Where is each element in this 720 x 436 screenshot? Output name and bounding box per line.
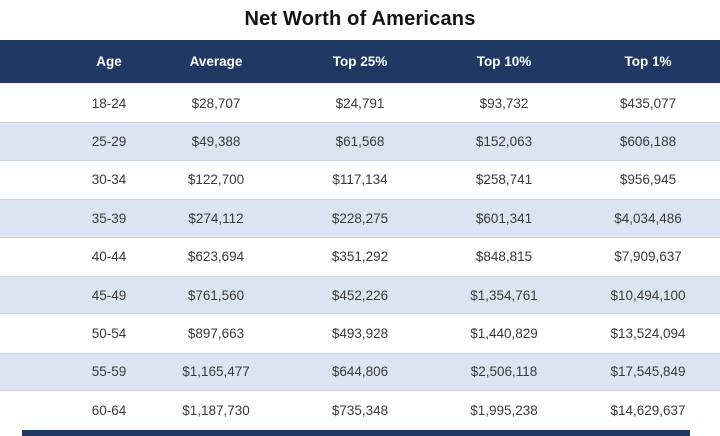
value-cell: $10,494,100 — [610, 287, 686, 303]
table-row: 40-44 $623,694 $351,292 $848,815 $7,909,637 — [0, 237, 720, 276]
age-cell: 45-49 — [91, 287, 127, 303]
value-cell: $93,732 — [479, 95, 529, 111]
value-cell: $1,165,477 — [182, 364, 250, 380]
column-header-top1: Top 1% — [624, 54, 672, 69]
table-row: 55-59 $1,165,477 $644,806 $2,506,118 $17,545… — [0, 352, 720, 392]
value-cell: $897,663 — [187, 326, 245, 342]
column-header-age: Age — [96, 54, 122, 69]
value-cell: $601,341 — [475, 210, 533, 226]
value-cell: $228,275 — [331, 210, 389, 226]
age-cell: 18-24 — [91, 95, 127, 111]
value-cell: $735,348 — [331, 402, 389, 418]
value-cell: $761,560 — [187, 287, 245, 303]
age-cell: 50-54 — [91, 326, 127, 342]
column-header-average: Average — [189, 54, 243, 69]
value-cell: $435,077 — [619, 95, 677, 111]
value-cell: $4,034,486 — [614, 210, 682, 226]
value-cell: $1,354,761 — [470, 287, 538, 303]
value-cell: $28,707 — [191, 95, 241, 111]
value-cell: $274,112 — [188, 210, 244, 226]
table-row: 18-24 $28,707 $24,791 $93,732 $435,077 — [0, 84, 720, 123]
value-cell: $258,741 — [475, 172, 533, 188]
column-header-top10: Top 10% — [476, 54, 532, 69]
value-cell: $7,909,637 — [614, 249, 682, 265]
column-header-top25: Top 25% — [332, 54, 388, 69]
value-cell: $117,134 — [332, 172, 388, 188]
value-cell: $1,995,238 — [470, 402, 538, 418]
value-cell: $122,700 — [187, 172, 245, 188]
age-cell: 30-34 — [91, 172, 127, 188]
table-row: 50-54 $897,663 $493,928 $1,440,829 $13,524,0… — [0, 314, 720, 353]
value-cell: $452,226 — [331, 287, 389, 303]
next-section-header-partial — [22, 430, 690, 436]
net-worth-table: Age Average Top 25% Top 10% Top 1% 18-24… — [0, 40, 720, 430]
value-cell: $848,815 — [475, 249, 533, 265]
value-cell: $2,506,118 — [470, 364, 538, 380]
age-cell: 55-59 — [91, 364, 127, 380]
value-cell: $152,063 — [475, 134, 533, 150]
value-cell: $61,568 — [335, 134, 385, 150]
value-cell: $14,629,637 — [610, 402, 686, 418]
table-body: 18-24 $28,707 $24,791 $93,732 $435,077 25-29 $… — [0, 84, 720, 430]
value-cell: $493,928 — [331, 326, 389, 342]
value-cell: $1,440,829 — [470, 326, 538, 342]
value-cell: $1,187,730 — [182, 402, 250, 418]
table-row: 60-64 $1,187,730 $735,348 $1,995,238 $14,629… — [0, 391, 720, 430]
value-cell: $24,791 — [335, 95, 385, 111]
value-cell: $351,292 — [331, 249, 389, 265]
age-cell: 60-64 — [91, 402, 127, 418]
age-cell: 25-29 — [91, 134, 127, 150]
value-cell: $49,388 — [191, 134, 241, 150]
value-cell: $13,524,094 — [610, 326, 686, 342]
value-cell: $956,945 — [619, 172, 677, 188]
table-header-row: Age Average Top 25% Top 10% Top 1% — [0, 40, 720, 84]
value-cell: $644,806 — [331, 364, 389, 380]
table-row: 35-39 $274,112 $228,275 $601,341 $4,034,486 — [0, 199, 720, 238]
age-cell: 35-39 — [91, 210, 127, 226]
table-row: 45-49 $761,560 $452,226 $1,354,761 $10,494,1… — [0, 275, 720, 315]
value-cell: $623,694 — [187, 249, 245, 265]
age-cell: 40-44 — [91, 249, 127, 265]
page-title: Net Worth of Americans — [244, 8, 476, 30]
value-cell: $17,545,849 — [610, 364, 686, 380]
value-cell: $606,188 — [619, 134, 677, 150]
table-row: 30-34 $122,700 $117,134 $258,741 $956,945 — [0, 160, 720, 200]
table-row: 25-29 $49,388 $61,568 $152,063 $606,188 — [0, 122, 720, 161]
